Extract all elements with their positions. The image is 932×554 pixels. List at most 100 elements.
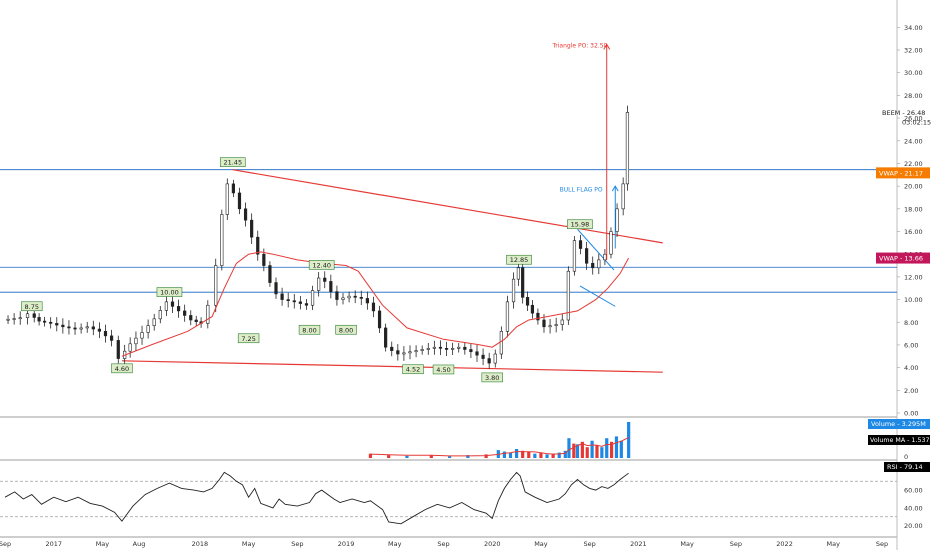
price-candle xyxy=(158,310,162,320)
volume-bar xyxy=(580,441,584,458)
vwap-badge-box xyxy=(876,167,930,179)
price-candle xyxy=(493,353,497,364)
x-tick-label: Sep xyxy=(876,540,888,548)
price-candle xyxy=(341,297,345,300)
price-candle xyxy=(116,340,120,359)
price-candle xyxy=(152,318,156,326)
price-candle xyxy=(621,183,625,210)
bull-flag-po-arrowhead xyxy=(611,185,619,192)
y-tick-label: 2.00 xyxy=(904,387,918,395)
price-candle xyxy=(109,335,114,341)
trendline xyxy=(121,360,663,373)
price-candle xyxy=(487,358,491,364)
price-label: 8.00 xyxy=(335,324,357,335)
annotations: Triangle PO: 32.50 BULL FLAG PO xyxy=(552,42,619,260)
price-label-box xyxy=(567,219,593,230)
volume-bar xyxy=(614,436,619,458)
price-label-text: 8.00 xyxy=(302,326,316,334)
y-tick-label: 26.00 xyxy=(904,115,923,123)
price-candle xyxy=(572,240,577,272)
time-axis: Sep 2017 May Aug 2018 May Sep 2019 May Sep 2020 May… xyxy=(0,540,888,548)
price-candle xyxy=(206,304,210,324)
volume-bar xyxy=(502,451,507,458)
y-tick-label: 12.00 xyxy=(904,273,923,281)
price-label-text: 12.85 xyxy=(510,256,529,264)
y-tick-label: 6.00 xyxy=(904,341,918,349)
countdown-label: 03:02:15 xyxy=(902,119,931,127)
price-candle xyxy=(194,319,198,322)
volume-ma-badge-box xyxy=(868,435,930,445)
price-candle xyxy=(525,297,530,306)
x-tick-label: Sep xyxy=(730,540,742,548)
price-label: 12.40 xyxy=(308,260,335,270)
rsi-pane: 20.00 40.00 60.00 RSI - 79.14 xyxy=(0,462,930,530)
price-candle xyxy=(12,318,16,320)
price-candle xyxy=(566,270,570,321)
price-candle xyxy=(214,265,218,306)
price-candle xyxy=(426,348,430,350)
price-label: 7.25 xyxy=(237,333,260,344)
price-candle xyxy=(359,297,363,299)
volume-bar xyxy=(627,422,631,458)
price-candle xyxy=(250,219,254,238)
price-candle xyxy=(578,240,583,249)
horizontal-lines xyxy=(0,169,897,293)
price-candle xyxy=(521,267,525,298)
price-candle xyxy=(286,299,290,302)
volume-bar xyxy=(466,455,470,458)
price-label-text: 8.00 xyxy=(339,326,353,334)
price-candle xyxy=(274,282,278,295)
x-tick-label: Sep xyxy=(0,540,11,548)
price-candle xyxy=(310,290,315,306)
price-label: 8.00 xyxy=(298,324,321,335)
price-label-box xyxy=(481,372,503,383)
price-candle xyxy=(329,281,333,292)
price-candle xyxy=(384,327,388,348)
x-tick-label: May xyxy=(534,540,548,548)
price-candle xyxy=(304,303,309,306)
price-label-text: 4.60 xyxy=(115,365,129,373)
price-label-text: 21.45 xyxy=(223,159,242,167)
price-candle xyxy=(585,248,589,264)
price-candle xyxy=(49,321,53,324)
volume-bar xyxy=(590,440,594,458)
price-candle xyxy=(396,350,400,355)
price-candle xyxy=(615,208,619,232)
grid xyxy=(0,0,898,550)
price-candle xyxy=(505,301,510,332)
volume-bar xyxy=(387,455,391,458)
price-label-text: 12.40 xyxy=(312,261,331,269)
price-label-box xyxy=(156,287,183,297)
price-label-box xyxy=(506,254,532,265)
trendlines xyxy=(121,169,663,373)
price-candle xyxy=(55,323,59,326)
price-label-box xyxy=(111,363,133,374)
price-candle xyxy=(134,337,138,345)
price-label-box xyxy=(237,333,260,344)
price-candle xyxy=(365,298,369,304)
y-tick-label: 20.00 xyxy=(904,183,923,191)
annotation-label: BULL FLAG PO xyxy=(560,186,603,193)
price-candle xyxy=(298,301,302,304)
volume-bar xyxy=(609,441,614,458)
x-tick-label: May xyxy=(96,540,110,548)
price-label: 4.50 xyxy=(432,364,455,375)
price-candle xyxy=(408,351,412,354)
volume-bar xyxy=(368,453,373,458)
volume-bar xyxy=(429,455,433,458)
price-candle xyxy=(140,332,144,339)
x-tick-label: May xyxy=(827,540,841,548)
price-label-box xyxy=(298,324,321,335)
vwap-badge-text: VWAP - 13.66 xyxy=(879,255,923,263)
price-candle xyxy=(85,326,89,329)
price-label-text: 8.75 xyxy=(25,303,39,311)
price-candle xyxy=(268,265,272,283)
y-tick-label: 22.00 xyxy=(904,160,923,168)
volume-pane: Volume - 3.295M Volume MA - 1.537M 0 xyxy=(368,419,932,461)
rsi-tick-label: 40.00 xyxy=(904,504,923,512)
volume-bar xyxy=(447,456,452,458)
rsi-tick-label: 60.00 xyxy=(904,487,923,495)
volume-bar xyxy=(557,452,561,458)
trendline xyxy=(232,169,663,244)
